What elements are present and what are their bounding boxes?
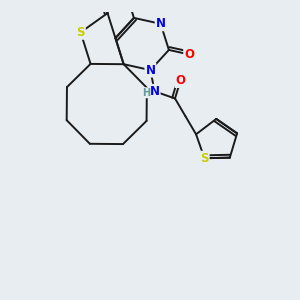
Text: H: H (142, 88, 150, 98)
Text: N: N (156, 17, 166, 30)
Text: S: S (76, 26, 85, 39)
Text: N: N (150, 85, 160, 98)
Text: S: S (200, 152, 209, 165)
Text: O: O (184, 48, 194, 61)
Text: O: O (176, 74, 185, 87)
Text: N: N (146, 64, 155, 76)
